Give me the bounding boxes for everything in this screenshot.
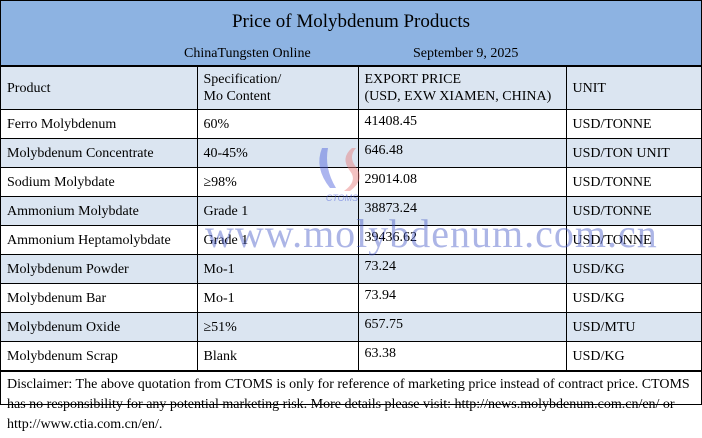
unit-cell: USD/TONNE: [565, 167, 701, 197]
spec-cell: Grade 1: [196, 225, 359, 255]
source-label: ChinaTungsten Online: [184, 46, 311, 61]
product-cell: Molybdenum Oxide: [1, 312, 198, 342]
table-row: Molybdenum Scrap Blank 63.38 USD/KG: [1, 341, 701, 371]
price-cell: 646.48: [357, 138, 567, 168]
header-price: EXPORT PRICE (USD, EXW XIAMEN, CHINA): [357, 66, 567, 110]
spec-cell: Mo-1: [196, 283, 359, 313]
unit-cell: USD/MTU: [565, 312, 701, 342]
spec-cell: Grade 1: [196, 196, 359, 226]
header-unit: UNIT: [565, 66, 701, 110]
table-row: Molybdenum Bar Mo-1 73.94 USD/KG: [1, 283, 701, 313]
product-cell: Molybdenum Bar: [1, 283, 198, 313]
spec-cell: Blank: [196, 341, 359, 371]
unit-cell: USD/TON UNIT: [565, 138, 701, 168]
table-row: Ferro Molybdenum 60% 41408.45 USD/TONNE: [1, 109, 701, 139]
product-cell: Molybdenum Powder: [1, 254, 198, 284]
header-spec-line2: Mo Content: [203, 89, 271, 104]
header-price-line1: EXPORT PRICE: [364, 72, 462, 87]
spec-cell: Mo-1: [196, 254, 359, 284]
table-row: Ammonium Molybdate Grade 1 38873.24 USD/TON…: [1, 196, 701, 226]
header-spec-line1: Specification/: [203, 72, 282, 87]
product-cell: Molybdenum Concentrate: [1, 138, 198, 168]
spec-cell: 40-45%: [196, 138, 359, 168]
price-cell: 41408.45: [357, 109, 567, 139]
header-price-line2: (USD, EXW XIAMEN, CHINA): [364, 89, 552, 104]
table-row: Ammonium Heptamolybdate Grade 1 39436.62 US…: [1, 225, 701, 255]
product-cell: Molybdenum Scrap: [1, 341, 198, 371]
price-cell: 29014.08: [357, 167, 567, 197]
spec-cell: ≥51%: [196, 312, 359, 342]
spec-cell: ≥98%: [196, 167, 359, 197]
spec-cell: 60%: [196, 109, 359, 139]
product-cell: Ferro Molybdenum: [1, 109, 198, 139]
product-cell: Ammonium Molybdate: [1, 196, 198, 226]
table-row: Sodium Molybdate ≥98% 29014.08 USD/TONNE: [1, 167, 701, 197]
header-product: Product: [1, 66, 198, 110]
price-table: Product Specification/Mo Content EXPORT …: [1, 66, 701, 371]
price-cell: 38873.24: [357, 196, 567, 226]
product-cell: Ammonium Heptamolybdate: [1, 225, 198, 255]
title-bar: Price of Molybdenum Products ChinaTungst…: [1, 1, 701, 66]
header-spec: Specification/Mo Content: [196, 66, 359, 110]
price-cell: 63.38: [357, 341, 567, 371]
unit-cell: USD/KG: [565, 254, 701, 284]
unit-cell: USD/TONNE: [565, 109, 701, 139]
table-row: Molybdenum Powder Mo-1 73.24 USD/KG: [1, 254, 701, 284]
price-cell: 39436.62: [357, 225, 567, 255]
table-row: Molybdenum Oxide ≥51% 657.75 USD/MTU: [1, 312, 701, 342]
date-label: September 9, 2025: [413, 46, 519, 61]
unit-cell: USD/KG: [565, 341, 701, 371]
product-cell: Sodium Molybdate: [1, 167, 198, 197]
price-cell: 73.94: [357, 283, 567, 313]
price-cell: 657.75: [357, 312, 567, 342]
unit-cell: USD/TONNE: [565, 196, 701, 226]
price-cell: 73.24: [357, 254, 567, 284]
table-row: Molybdenum Concentrate 40-45% 646.48 USD/TO…: [1, 138, 701, 168]
page-title: Price of Molybdenum Products: [231, 11, 470, 32]
unit-cell: USD/KG: [565, 283, 701, 313]
unit-cell: USD/TONNE: [565, 225, 701, 255]
header-row: Product Specification/Mo Content EXPORT …: [1, 66, 701, 110]
